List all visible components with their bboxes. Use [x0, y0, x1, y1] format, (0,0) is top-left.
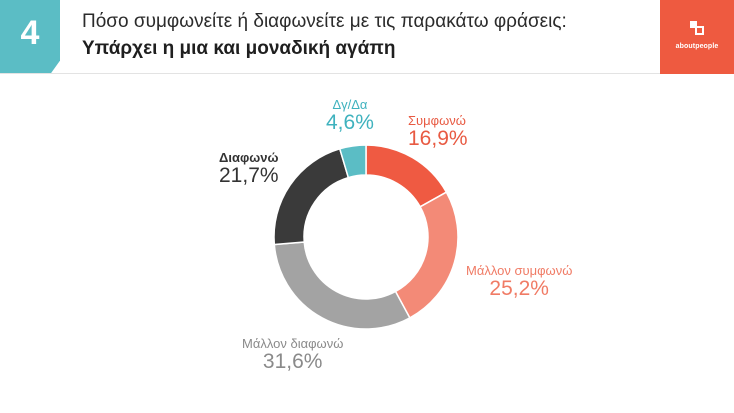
- slice-name: Συμφωνώ: [408, 113, 466, 128]
- logo-text: aboutpeople: [675, 43, 719, 50]
- legend-label-disagree: Διαφωνώ 21,7%: [219, 150, 279, 187]
- donut-slice-0: [365, 144, 448, 208]
- slice-value: 31,6%: [262, 350, 323, 373]
- donut-slice-4: [338, 144, 367, 179]
- slice-value: 16,9%: [408, 127, 468, 150]
- legend-label-dk-na: Δγ/Δα 4,6%: [326, 97, 374, 134]
- slice-value: 21,7%: [219, 164, 279, 187]
- logo-mark-icon: [690, 21, 704, 35]
- aboutpeople-logo: aboutpeople: [660, 0, 734, 74]
- donut-slice-1: [394, 191, 459, 319]
- slice-name: Μάλλον συμφωνώ: [466, 263, 573, 278]
- donut-slice-2: [273, 241, 411, 330]
- legend-label-somewhat-disagree: Μάλλον διαφωνώ 31,6%: [242, 336, 343, 373]
- question-title: Πόσο συμφωνείτε ή διαφωνείτε με τις παρα…: [82, 11, 567, 32]
- slide-number-badge: 4: [0, 0, 60, 74]
- slice-name: Διαφωνώ: [219, 150, 279, 165]
- legend-label-somewhat-agree: Μάλλον συμφωνώ 25,2%: [466, 263, 572, 300]
- donut-slice-3: [273, 147, 350, 246]
- slice-value: 25,2%: [489, 277, 549, 300]
- slice-name: Δγ/Δα: [332, 97, 368, 112]
- slice-name: Μάλλον διαφωνώ: [242, 336, 344, 351]
- statement-title: Υπάρχει η μια και μοναδική αγάπη: [82, 38, 396, 59]
- legend-label-agree: Συμφωνώ 16,9%: [408, 113, 468, 150]
- slice-value: 4,6%: [326, 111, 374, 134]
- header-divider: [0, 73, 660, 74]
